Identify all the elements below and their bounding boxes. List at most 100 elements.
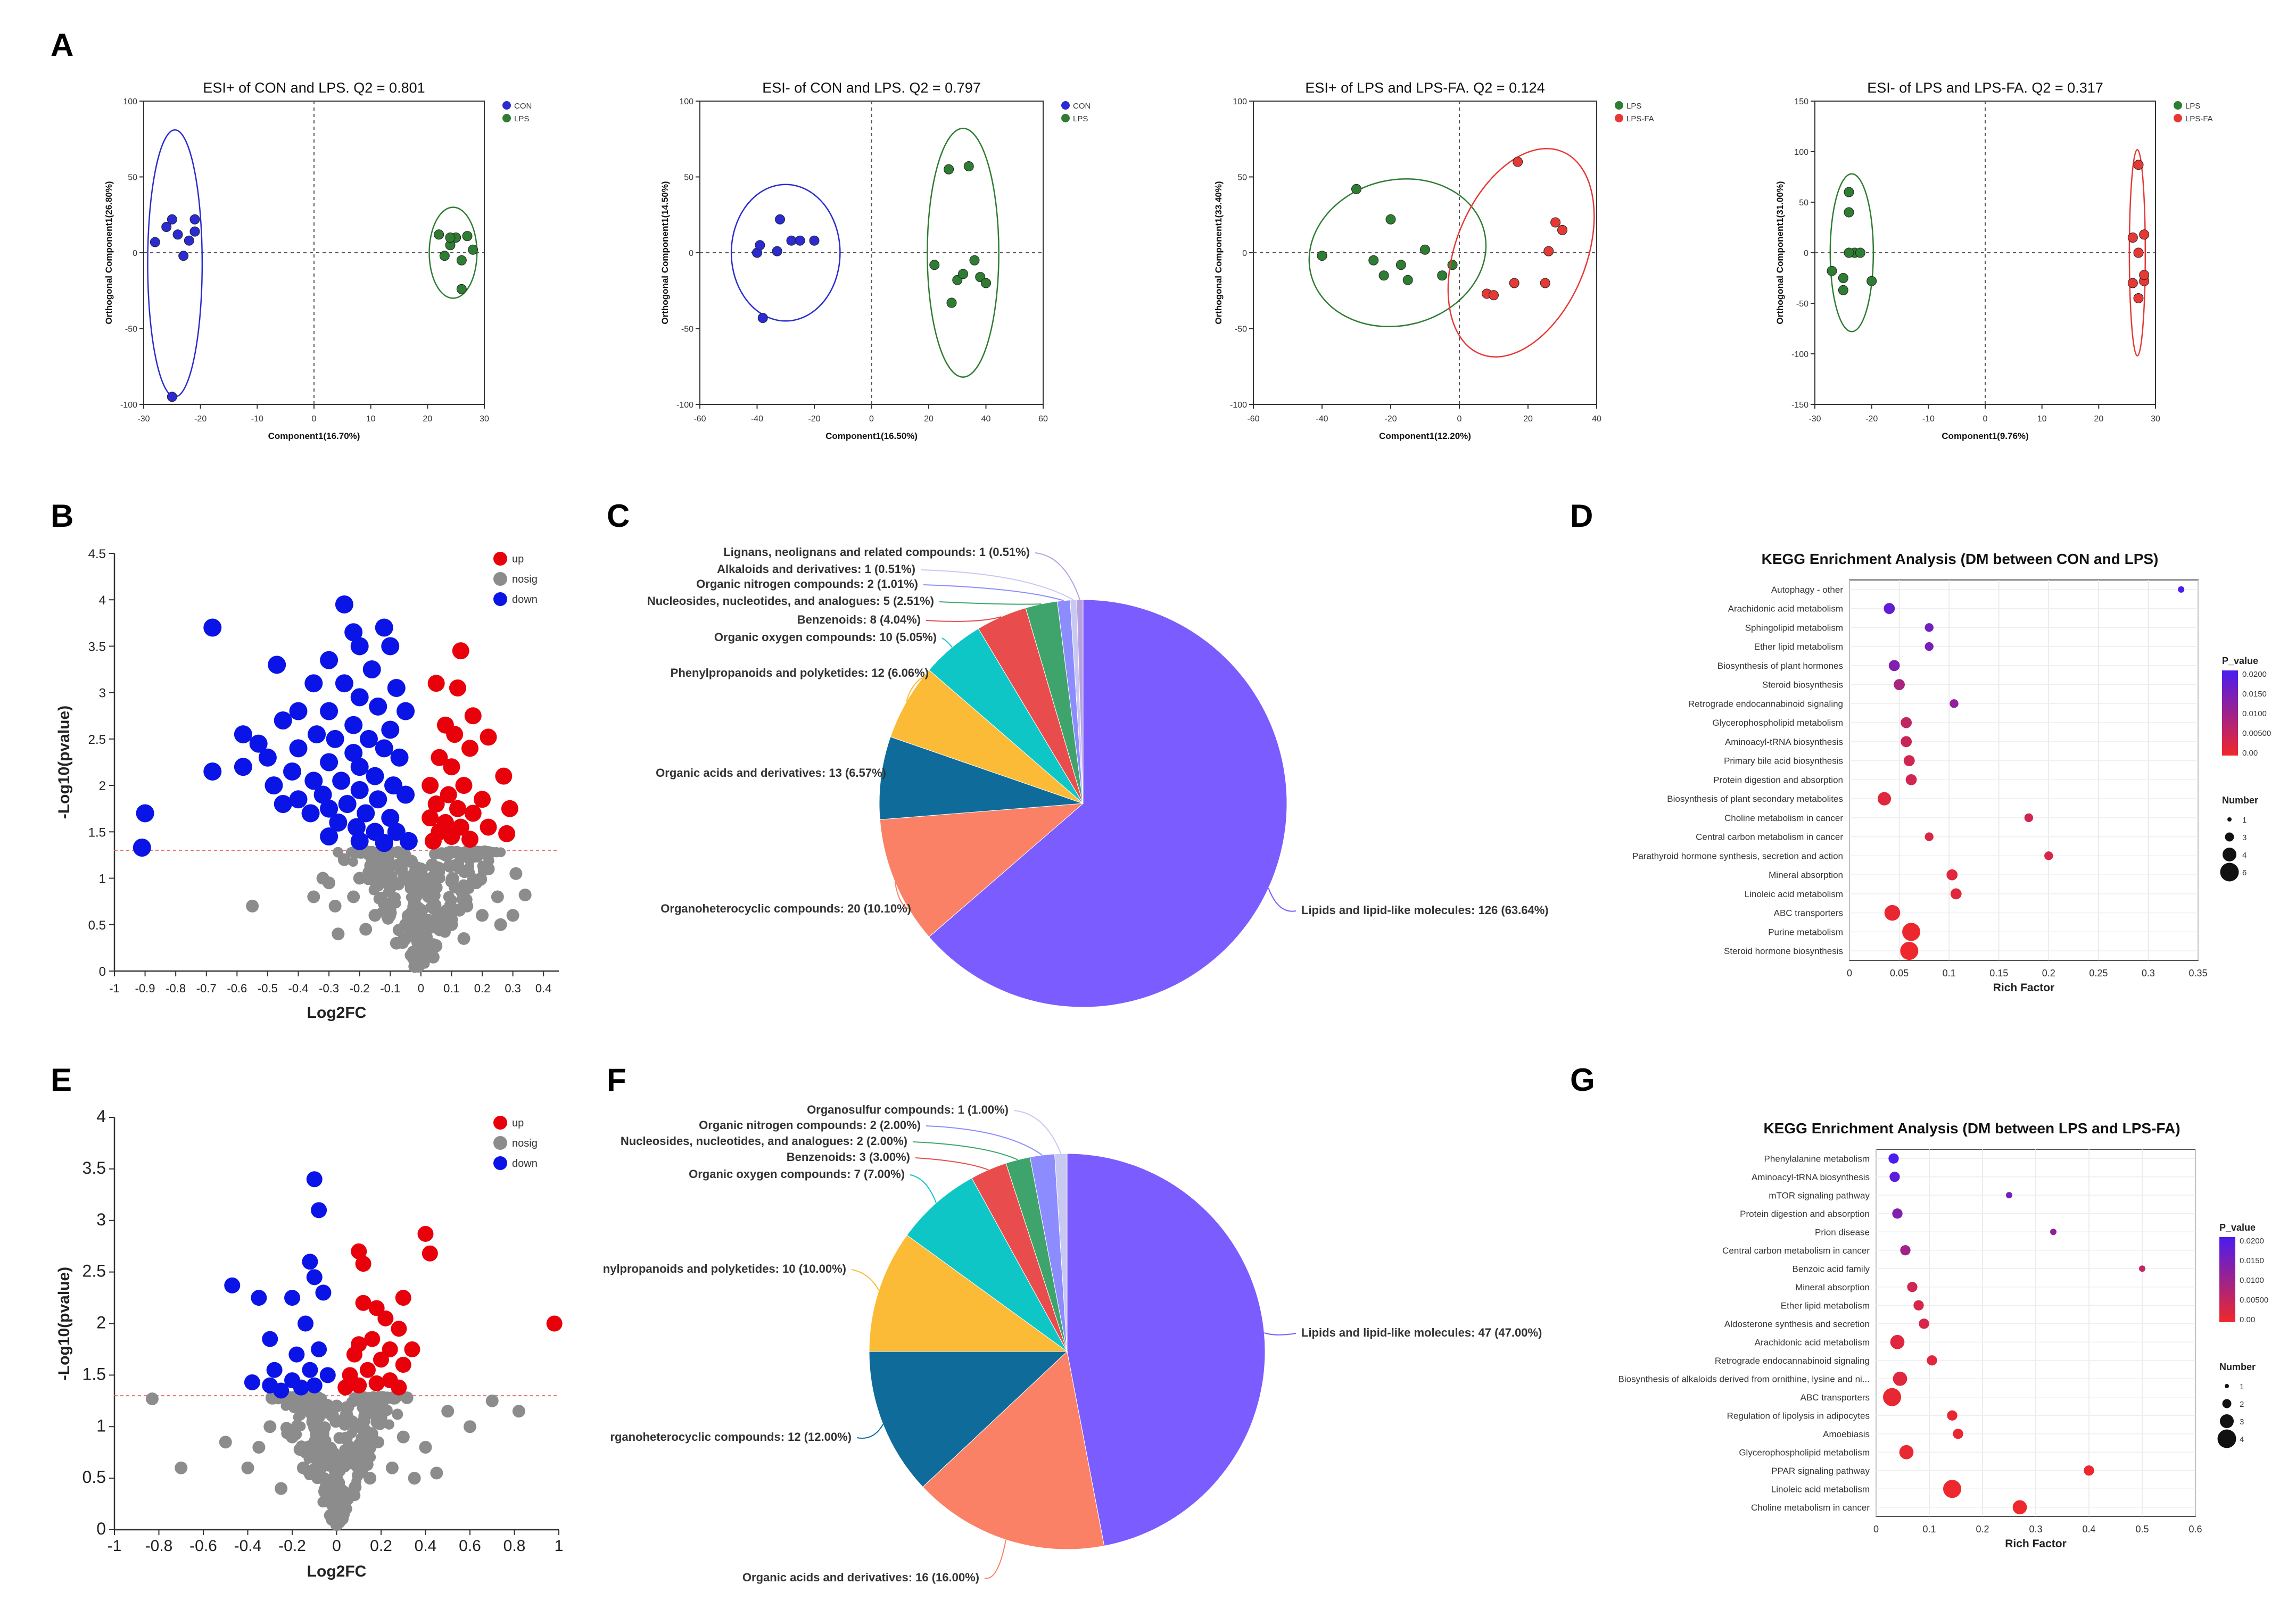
x-tick-label: -1 [109, 982, 120, 995]
enrichment-bubble [1950, 888, 1962, 900]
y-tick-label: 0 [133, 249, 137, 258]
data-point-con [189, 214, 200, 225]
pathway-label: Sphingolipid metabolism [1745, 623, 1843, 633]
enrichment-bubble [1892, 1208, 1903, 1219]
y-tick-label: 1.5 [82, 1364, 106, 1383]
volcano-point-nosig [415, 874, 426, 885]
x-tick-label: 0.15 [1989, 968, 2008, 979]
volcano-point-nosig [385, 870, 398, 883]
pathway-label: Parathyroid hormone synthesis, secretion… [1632, 851, 1843, 861]
volcano-point-nosig [420, 931, 433, 943]
size-legend-tick: 4 [2240, 1435, 2244, 1444]
x-tick-label: -0.6 [227, 982, 247, 995]
volcano-point-nosig [372, 1392, 383, 1403]
volcano-point-nosig [494, 918, 507, 931]
volcano-point-down [397, 785, 415, 804]
pathway-label: ABC transporters [1801, 1392, 1870, 1403]
enrichment-bubble [1925, 642, 1934, 651]
volcano-point-nosig [378, 899, 388, 909]
data-point-lpsfa [1513, 156, 1523, 167]
volcano-point-down [350, 781, 369, 799]
data-point-con [184, 235, 194, 246]
data-point-lps [1855, 247, 1865, 258]
y-tick-label: -50 [681, 325, 693, 334]
x-tick-label: -0.8 [166, 982, 186, 995]
enrichment-bubble [1946, 869, 1958, 881]
volcano-point-down [224, 1277, 241, 1293]
volcano-point-nosig [378, 869, 389, 880]
pie-slice [869, 1351, 1068, 1488]
y-tick-label: 0 [1804, 249, 1808, 258]
volcano-point-nosig [307, 890, 320, 903]
enrichment-bubble [2044, 851, 2053, 860]
volcano-point-nosig [518, 888, 532, 901]
x-tick-label: 1 [555, 1537, 564, 1555]
pie-slice-label: Alkaloids and derivatives: 1 (0.51%) [717, 562, 915, 576]
legend-label: LPS [2185, 102, 2200, 111]
volcano-point-nosig [361, 1402, 374, 1414]
volcano-point-nosig [441, 1405, 455, 1418]
volcano-point-down [320, 799, 338, 818]
volcano-point-nosig [354, 1392, 365, 1403]
pie-slice-label: Lipids and lipid-like molecules: 47 (47.… [1301, 1326, 1542, 1339]
volcano-point-nosig [420, 883, 435, 897]
volcano-point-nosig [328, 899, 342, 913]
data-point-lpsfa [1540, 278, 1550, 288]
size-legend-tick: 3 [2242, 833, 2247, 842]
volcano-point-up [452, 642, 469, 660]
chart-title: KEGG Enrichment Analysis (DM between CON… [1762, 551, 2159, 567]
volcano-point-nosig [358, 1423, 371, 1437]
volcano-point-up [377, 1310, 394, 1326]
x-tick-label: -10 [1922, 414, 1935, 424]
volcano-point-down [320, 702, 338, 720]
size-legend-tick: 1 [2242, 816, 2247, 825]
pie-leader-line [939, 601, 1042, 605]
x-tick-label: -0.8 [145, 1537, 173, 1555]
volcano-point-up [449, 679, 466, 696]
volcano-point-up [498, 825, 516, 842]
data-point-lps [981, 278, 991, 288]
size-legend-marker [2225, 832, 2234, 842]
pathway-label: Autophagy - other [1771, 585, 1843, 595]
x-tick-label: 0 [869, 414, 874, 424]
confidence-ellipse-con [147, 129, 203, 398]
volcano-point-nosig [404, 873, 416, 885]
volcano-point-nosig [359, 1447, 372, 1460]
legend-label: nosig [512, 1138, 538, 1149]
pathway-label: Benzoic acid family [1792, 1264, 1870, 1274]
y-tick-label: 1 [99, 872, 106, 886]
y-axis-label: -Log10(pvalue) [55, 706, 73, 819]
volcano-point-up [501, 800, 518, 817]
y-tick-label: 0.5 [88, 918, 106, 933]
pie-slice [1067, 1153, 1266, 1546]
pie-slice-label: Organic acids and derivatives: 13 (6.57%… [656, 766, 886, 780]
color-legend-title: P_value [2222, 656, 2258, 666]
volcano-point-down [344, 623, 363, 642]
pathway-label: Prion disease [1815, 1227, 1870, 1237]
volcano-point-down [319, 1367, 336, 1383]
volcano-point-nosig [444, 913, 455, 924]
data-point-lps [1437, 270, 1448, 281]
volcano-point-up [461, 740, 478, 757]
x-tick-label: 0 [418, 982, 424, 995]
pie-slice-label: Organic nitrogen compounds: 2 (1.01%) [696, 577, 918, 591]
volcano-point-down [369, 697, 387, 716]
volcano-point-nosig [392, 924, 405, 936]
volcano-point-nosig [288, 1402, 300, 1413]
volcano-point-down [359, 729, 378, 748]
color-legend-bar [2222, 670, 2238, 756]
data-point-lps [1385, 214, 1396, 225]
volcano-point-up [546, 1315, 563, 1332]
pie-slice [879, 736, 1084, 820]
pathway-label: Central carbon metabolism in cancer [1722, 1246, 1870, 1256]
volcano-point-down [387, 678, 406, 697]
volcano-point-down [381, 637, 400, 656]
volcano-point-nosig [337, 1413, 349, 1424]
x-tick-label: 20 [423, 414, 432, 424]
pathway-label: Retrograde endocannabinoid signaling [1688, 699, 1843, 709]
size-legend-marker [2220, 1414, 2234, 1428]
pathway-label: Glycerophospholipid metabolism [1712, 718, 1843, 728]
volcano-point-down [302, 1362, 318, 1378]
volcano-point-down [332, 772, 351, 790]
data-point-lps [462, 231, 473, 242]
